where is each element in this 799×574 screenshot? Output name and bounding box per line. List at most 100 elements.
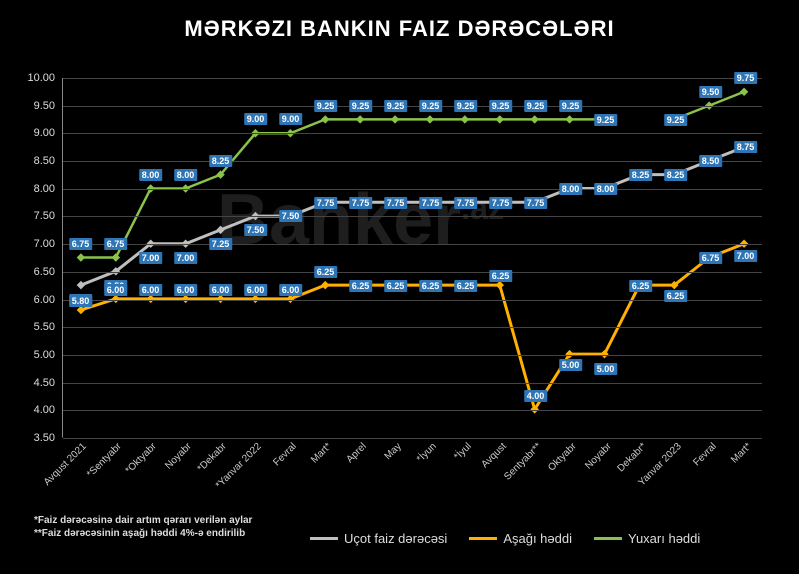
data-label-asagi: 6.25	[629, 280, 653, 292]
marker-yuxari	[740, 88, 748, 96]
data-label-ucot: 7.00	[139, 252, 163, 264]
plot-area: Banker.az 3.504.004.505.005.506.006.507.…	[62, 78, 762, 438]
data-label-yuxari: 9.25	[664, 114, 688, 126]
marker-yuxari	[565, 115, 573, 123]
data-label-yuxari: 9.25	[349, 100, 373, 112]
data-label-ucot: 7.50	[279, 210, 303, 222]
gridline	[63, 438, 762, 439]
data-label-asagi: 6.25	[489, 270, 513, 282]
data-label-ucot: 7.75	[349, 197, 373, 209]
x-tick-label: Aprel	[344, 441, 368, 465]
data-label-yuxari: 9.25	[489, 100, 513, 112]
gridline	[63, 78, 762, 79]
data-label-yuxari: 6.75	[104, 238, 128, 250]
data-label-yuxari: 9.00	[244, 113, 268, 125]
gridline	[63, 216, 762, 217]
data-label-asagi: 7.00	[734, 250, 758, 262]
data-label-yuxari: 9.25	[454, 100, 478, 112]
data-label-yuxari: 9.00	[279, 113, 303, 125]
y-tick-label: 9.00	[34, 127, 55, 139]
data-label-ucot: 7.00	[174, 252, 198, 264]
data-label-asagi: 6.00	[174, 284, 198, 296]
y-tick-label: 6.00	[34, 294, 55, 306]
data-label-yuxari: 9.25	[384, 100, 408, 112]
data-label-ucot: 8.00	[559, 183, 583, 195]
y-tick-label: 4.00	[34, 404, 55, 416]
x-tick-label: *İyul	[452, 441, 474, 463]
x-tick-label: *Sentyabr	[84, 441, 123, 480]
y-tick-label: 4.50	[34, 377, 55, 389]
x-tick-label: Avqust 2021	[41, 441, 88, 488]
y-tick-label: 9.50	[34, 100, 55, 112]
marker-yuxari	[496, 115, 504, 123]
legend-label: Aşağı həddi	[503, 531, 572, 546]
y-tick-label: 7.50	[34, 210, 55, 222]
data-label-yuxari: 6.75	[69, 238, 93, 250]
marker-ucot	[77, 281, 85, 289]
gridline	[63, 327, 762, 328]
data-label-yuxari: 9.25	[524, 100, 548, 112]
data-label-ucot: 8.25	[664, 169, 688, 181]
marker-yuxari	[356, 115, 364, 123]
footnotes: *Faiz dərəcəsinə dair artım qərarı veril…	[34, 514, 252, 540]
footnote-line: **Faiz dərəcəsinin aşağı həddi 4%-ə endi…	[34, 527, 252, 540]
data-label-asagi: 6.25	[454, 280, 478, 292]
y-tick-label: 5.00	[34, 349, 55, 361]
data-label-asagi: 6.25	[419, 280, 443, 292]
data-label-asagi: 6.00	[279, 284, 303, 296]
data-label-ucot: 7.75	[419, 197, 443, 209]
data-label-yuxari: 9.25	[419, 100, 443, 112]
data-label-asagi: 6.25	[314, 266, 338, 278]
y-tick-label: 10.00	[27, 72, 55, 84]
data-label-asagi: 6.25	[664, 290, 688, 302]
data-label-yuxari: 8.00	[139, 169, 163, 181]
x-tick-label: May	[382, 441, 403, 462]
data-label-asagi: 5.00	[594, 363, 618, 375]
legend-swatch	[310, 537, 338, 540]
marker-ucot	[216, 226, 224, 234]
data-label-yuxari: 8.25	[209, 155, 233, 167]
x-tick-label: Mart*	[729, 441, 754, 466]
data-label-asagi: 6.25	[384, 280, 408, 292]
data-label-ucot: 8.00	[594, 183, 618, 195]
legend-item: Aşağı həddi	[469, 531, 572, 546]
data-label-yuxari: 9.25	[314, 100, 338, 112]
legend-label: Uçot faiz dərəcəsi	[344, 531, 447, 546]
y-tick-label: 5.50	[34, 321, 55, 333]
gridline	[63, 244, 762, 245]
legend: Uçot faiz dərəcəsi Aşağı həddi Yuxarı hədd…	[310, 531, 700, 546]
data-label-ucot: 8.25	[629, 169, 653, 181]
gridline	[63, 189, 762, 190]
marker-yuxari	[461, 115, 469, 123]
marker-yuxari	[391, 115, 399, 123]
y-tick-label: 8.00	[34, 183, 55, 195]
data-label-asagi: 6.75	[699, 252, 723, 264]
legend-swatch	[594, 537, 622, 540]
data-label-ucot: 7.75	[454, 197, 478, 209]
x-tick-label: Dekabr*	[615, 441, 648, 474]
gridline	[63, 133, 762, 134]
legend-swatch	[469, 537, 497, 540]
data-label-ucot: 7.75	[314, 197, 338, 209]
legend-item: Yuxarı həddi	[594, 531, 700, 546]
data-label-yuxari: 8.00	[174, 169, 198, 181]
gridline	[63, 161, 762, 162]
marker-yuxari	[77, 253, 85, 261]
x-tick-label: Fevral	[691, 441, 718, 468]
data-label-asagi: 6.00	[139, 284, 163, 296]
data-label-ucot: 8.75	[734, 141, 758, 153]
marker-asagi	[77, 306, 85, 314]
data-label-ucot: 7.75	[384, 197, 408, 209]
gridline	[63, 355, 762, 356]
gridline	[63, 106, 762, 107]
data-label-yuxari: 9.25	[559, 100, 583, 112]
y-tick-label: 7.00	[34, 238, 55, 250]
gridline	[63, 300, 762, 301]
data-label-asagi: 5.00	[559, 359, 583, 371]
data-label-ucot: 7.25	[209, 238, 233, 250]
y-tick-label: 6.50	[34, 266, 55, 278]
marker-asagi	[496, 281, 504, 289]
x-tick-label: Oktyabr	[546, 441, 579, 474]
data-label-asagi: 6.25	[349, 280, 373, 292]
data-label-ucot: 7.75	[524, 197, 548, 209]
